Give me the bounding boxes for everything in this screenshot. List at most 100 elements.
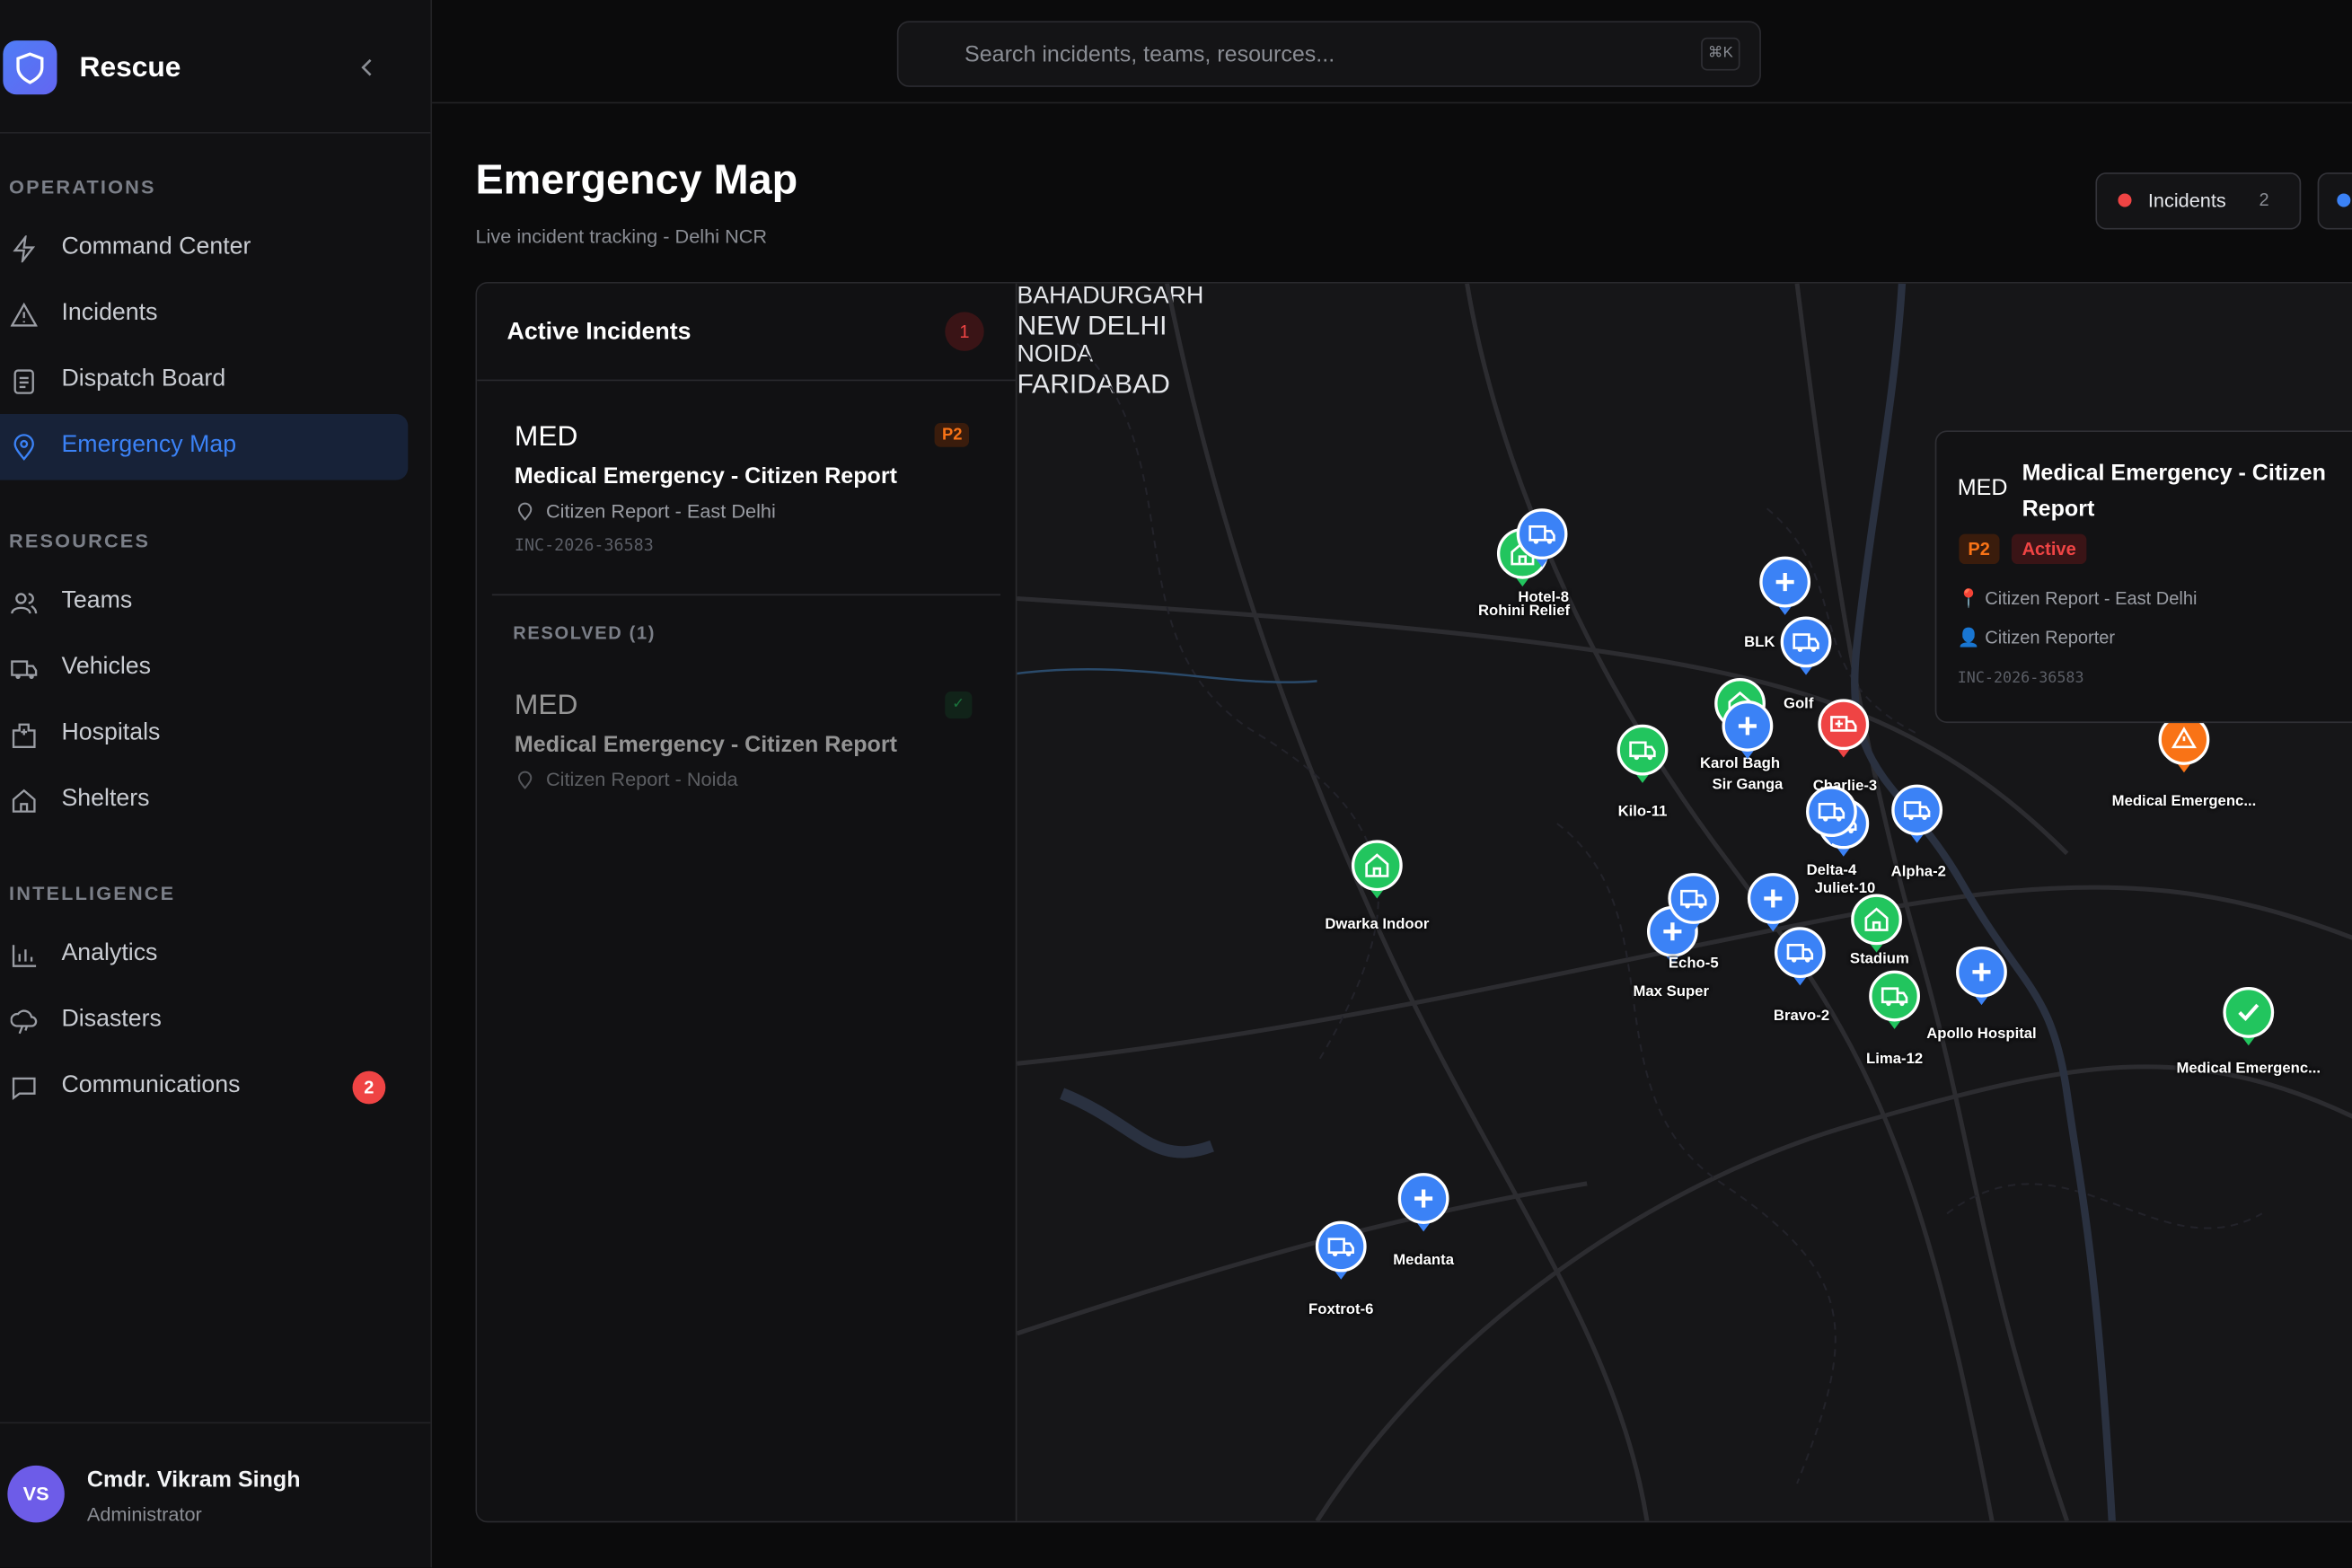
marker-label: Medanta [1393, 1252, 1454, 1270]
divider [491, 594, 1001, 596]
marker-label: Echo-5 [1668, 955, 1719, 973]
map-marker[interactable] [2222, 985, 2276, 1051]
divider [477, 379, 1016, 382]
marker-pin [1747, 873, 1799, 932]
filter-count: 2 [2259, 189, 2269, 210]
map-marker[interactable] [1616, 723, 1669, 788]
map-marker[interactable] [1667, 871, 1721, 937]
incident-title: Medical Emergency - Citizen Report [514, 463, 897, 489]
map-marker[interactable] [1868, 969, 1922, 1035]
map-marker[interactable] [1314, 1220, 1368, 1285]
map-marker[interactable] [1746, 871, 1800, 937]
nav-item[interactable]: Communications 2 [0, 1054, 408, 1120]
marker-pin [1780, 616, 1832, 675]
incident-popup[interactable]: MED Medical Emergency - Citizen Report P… [1934, 430, 2352, 724]
filter-chip[interactable]: Incidents 2 [2095, 172, 2302, 230]
map-marker[interactable] [1721, 699, 1775, 764]
marker-pin [1722, 700, 1774, 760]
marker-pin [1774, 927, 1826, 986]
marker-label: Dwarka Indoor [1325, 916, 1430, 933]
popup-title: Medical Emergency - Citizen Report [2022, 460, 2326, 523]
incident-type: MED [514, 421, 578, 454]
marker-label: Rohini Relief [1477, 603, 1571, 620]
map-marker[interactable] [1804, 785, 1858, 850]
nav-badge: 2 [352, 1070, 386, 1105]
nav-item[interactable]: Disasters [0, 989, 408, 1054]
popup-type: MED [1957, 475, 2008, 501]
section-title: OPERATIONS [9, 175, 156, 198]
nav-item-active[interactable]: Emergency Map [0, 414, 409, 480]
map-marker[interactable] [1758, 555, 1812, 621]
region-label: NEW DELHI [1017, 310, 1167, 341]
incident-card[interactable]: MED P2 Medical Emergency - Citizen Repor… [477, 381, 1016, 594]
shortcut-hint: ⌘K [1701, 37, 1740, 71]
incident-location: Citizen Report - East Delhi [545, 499, 776, 523]
popup-reporter: 👤 Citizen Reporter [1957, 627, 2116, 648]
incident-type: MED [514, 690, 578, 722]
map-marker[interactable] [1779, 615, 1833, 681]
list-count: 1 [945, 312, 984, 351]
location-icon [517, 771, 533, 789]
brand-icon[interactable] [3, 40, 57, 95]
collapse-button[interactable] [357, 57, 378, 77]
nav-label: Analytics [61, 940, 158, 966]
map-marker[interactable] [1954, 945, 2008, 1010]
resolved-check: ✓ [945, 692, 973, 719]
filter-chip[interactable] [2317, 172, 2352, 230]
section-title: RESOURCES [9, 529, 151, 552]
marker-pin [1806, 786, 1857, 845]
nav-label: Teams [61, 587, 133, 614]
incident-card-resolved[interactable]: MED ✓ Medical Emergency - Citizen Report… [477, 666, 1016, 801]
priority-badge: P2 [934, 423, 970, 447]
nav-item[interactable]: Dispatch Board [0, 348, 408, 414]
map-marker[interactable] [1773, 926, 1827, 991]
marker-label: Medical Emergenc... [2176, 1060, 2321, 1078]
nav-item[interactable]: Vehicles [0, 636, 408, 701]
nav-item[interactable]: Command Center [0, 216, 408, 282]
map-marker[interactable] [1515, 507, 1569, 573]
incident-id: INC-2026-36583 [514, 535, 654, 556]
map-base [1017, 283, 2352, 1521]
nav-item[interactable]: Analytics [0, 922, 408, 988]
marker-pin [1315, 1220, 1367, 1280]
search-placeholder: Search incidents, teams, resources... [965, 41, 1335, 68]
nav-label: Emergency Map [61, 432, 237, 458]
marker-label: BLK [1744, 634, 1775, 651]
filter-dot [2337, 193, 2351, 207]
incident-location: Citizen Report - Noida [545, 768, 738, 791]
marker-pin [1891, 784, 1943, 843]
nav-item[interactable]: Teams [0, 570, 408, 636]
location-icon [517, 502, 533, 521]
map-marker[interactable] [1817, 698, 1871, 763]
nav-label: Vehicles [61, 654, 152, 680]
marker-pin [2223, 987, 2275, 1046]
nav-item[interactable]: Incidents [0, 282, 408, 348]
user-name: Cmdr. Vikram Singh [86, 1467, 301, 1493]
map-marker[interactable] [1396, 1172, 1450, 1238]
marker-label: Foxtrot-6 [1308, 1301, 1374, 1319]
nav-item[interactable]: Shelters [0, 768, 408, 833]
page-title: Emergency Map [475, 155, 798, 203]
section-title: INTELLIGENCE [9, 882, 176, 905]
map-marker[interactable] [1890, 783, 1944, 849]
nav-label: Communications [61, 1072, 241, 1098]
incident-list: Active Incidents 1 MED P2 Medical Emerge… [477, 283, 1017, 1521]
marker-label: Medical Emergenc... [2111, 793, 2257, 810]
marker-pin [1351, 840, 1403, 899]
page-subtitle: Live incident tracking - Delhi NCR [475, 225, 768, 248]
status-badge: Active [2011, 533, 2087, 565]
user-avatar[interactable]: VS [7, 1465, 65, 1523]
map-marker[interactable] [1849, 893, 1903, 958]
marker-pin [1956, 946, 2007, 1006]
marker-pin [1759, 556, 1811, 615]
marker-label: Juliet-10 [1814, 880, 1876, 897]
nav-label: Dispatch Board [61, 366, 226, 392]
nav-item[interactable]: Hospitals [0, 702, 408, 768]
nav-label: Disasters [61, 1006, 162, 1033]
search-box[interactable]: Search incidents, teams, resources... ⌘K [896, 21, 1761, 87]
marker-label: Hotel-8 [1518, 589, 1570, 606]
divider [0, 1422, 431, 1424]
marker-pin [1818, 699, 1870, 758]
map-marker[interactable] [1350, 839, 1404, 904]
